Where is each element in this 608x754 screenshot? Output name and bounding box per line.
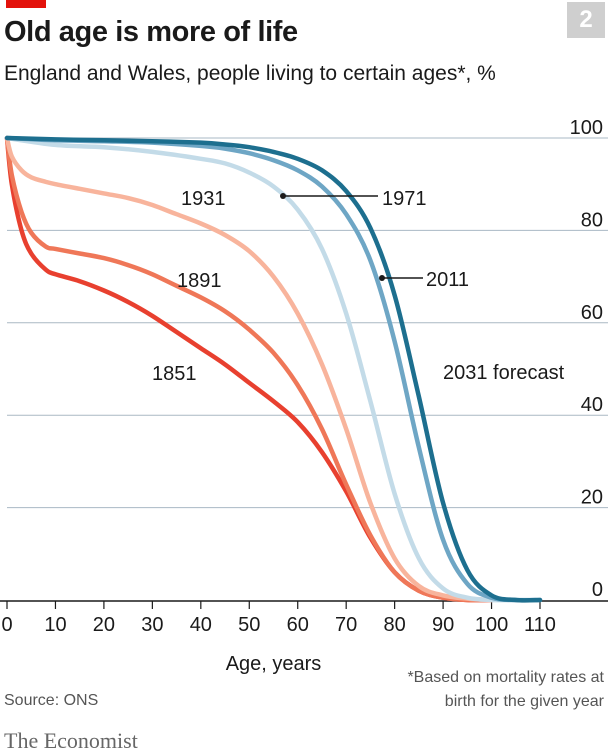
chart-title: Old age is more of life (4, 16, 298, 48)
y-tick-label-60: 60 (581, 302, 603, 324)
footnote-line-1: *Based on mortality rates at (407, 669, 604, 686)
x-tick-label-20: 20 (93, 614, 115, 636)
x-tick-label-30: 30 (141, 614, 163, 636)
series-line-2031-forecast (4, 135, 543, 603)
x-tick-label-70: 70 (335, 614, 357, 636)
annotation-label-1971: 1971 (382, 188, 427, 210)
brand-red-bar (6, 0, 46, 8)
chart-number-badge: 2 (567, 2, 605, 38)
y-tick-label-100: 100 (570, 117, 603, 139)
source-note: Source: ONS (4, 692, 99, 709)
series-line-1931 (4, 135, 494, 603)
x-tick-label-40: 40 (190, 614, 212, 636)
x-tick-label-90: 90 (432, 614, 454, 636)
x-tick-label-80: 80 (384, 614, 406, 636)
brand-logo: The Economist (4, 728, 138, 753)
y-tick-label-20: 20 (581, 487, 603, 509)
footnote-line-2: birth for the given year (444, 693, 604, 710)
y-tick-label-80: 80 (581, 209, 603, 231)
annotation-label-1891: 1891 (177, 270, 222, 292)
annotation-label-1851: 1851 (152, 363, 197, 385)
x-tick-label-50: 50 (238, 614, 260, 636)
x-tick-label-60: 60 (287, 614, 309, 636)
y-tick-label-40: 40 (581, 394, 603, 416)
annotation-dot-2011 (379, 275, 385, 281)
x-tick-label-10: 10 (44, 614, 66, 636)
series-line-1891 (4, 135, 494, 603)
annotation-label-2031-forecast: 2031 forecast (443, 362, 565, 384)
footnote: *Based on mortality rates at birth for t… (407, 666, 604, 714)
series-line-1971 (4, 135, 519, 603)
annotation-label-2011: 2011 (426, 269, 469, 291)
annotation-label-1931: 1931 (181, 188, 226, 210)
x-axis-label: Age, years (226, 653, 322, 675)
chart-area: 0 20 40 60 80 100 0 10 20 30 40 50 60 70 80 90 100 110 Age… (0, 117, 608, 675)
annotation-dot-1971 (280, 193, 286, 199)
x-tick-label-0: 0 (1, 614, 12, 636)
y-tick-label-0: 0 (592, 579, 603, 601)
x-tick-label-100: 100 (475, 614, 508, 636)
x-tick-label-110: 110 (524, 614, 556, 636)
chart-subtitle: England and Wales, people living to cert… (4, 62, 496, 85)
